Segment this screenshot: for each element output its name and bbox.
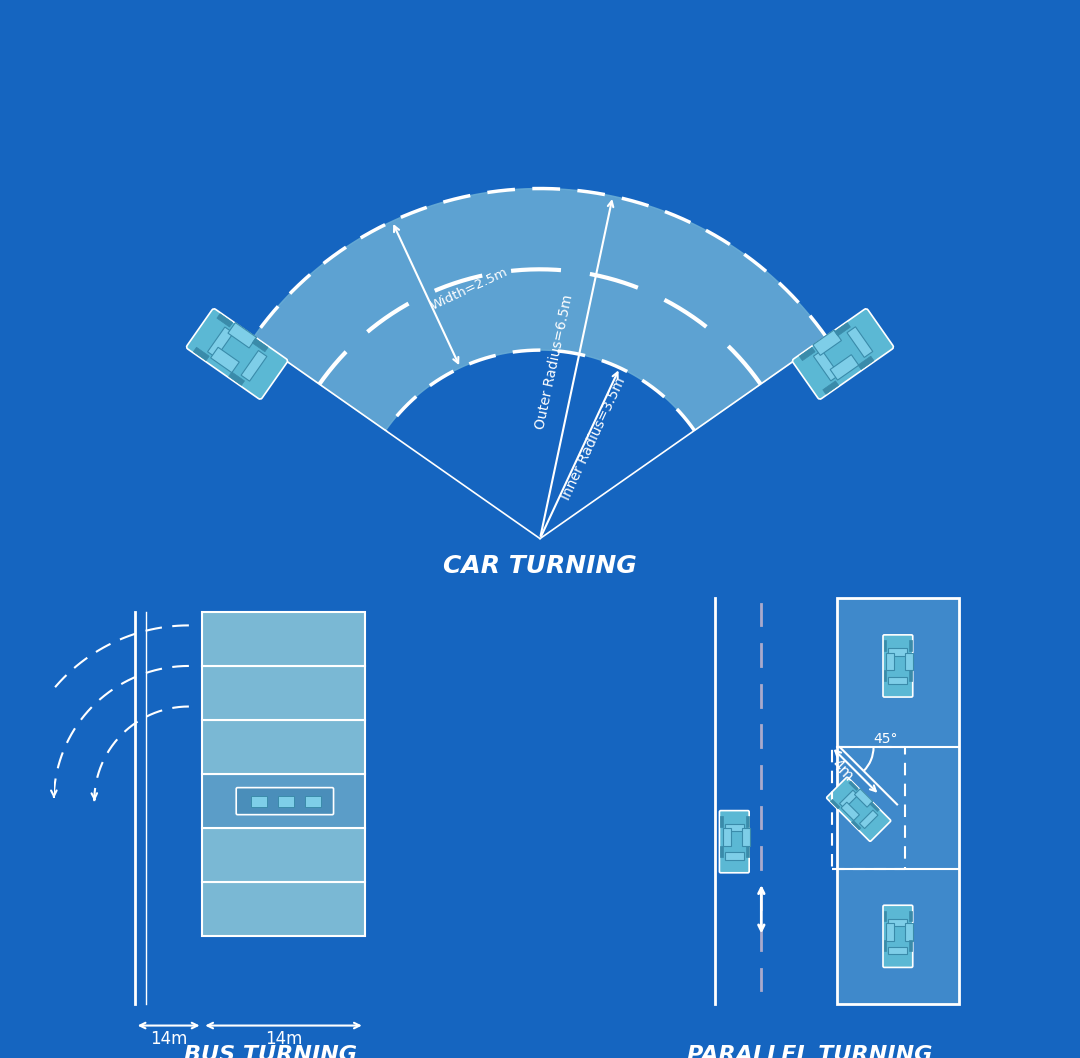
- Bar: [854, 789, 873, 807]
- Bar: [813, 350, 839, 381]
- Text: CAR TURNING: CAR TURNING: [443, 553, 637, 578]
- Bar: [831, 800, 840, 809]
- Text: Inner Radius=3.5m: Inner Radius=3.5m: [558, 376, 627, 503]
- Bar: [217, 314, 232, 327]
- FancyBboxPatch shape: [719, 810, 750, 873]
- Bar: [253, 339, 268, 351]
- Bar: [905, 923, 914, 941]
- Text: 45°: 45°: [874, 732, 897, 746]
- Polygon shape: [253, 188, 827, 431]
- Bar: [851, 820, 861, 829]
- Bar: [887, 653, 894, 671]
- Bar: [847, 327, 873, 358]
- Bar: [746, 845, 748, 857]
- Bar: [889, 649, 907, 656]
- Bar: [228, 323, 257, 348]
- Bar: [202, 882, 365, 936]
- Bar: [837, 599, 959, 1004]
- Bar: [837, 599, 959, 1004]
- Bar: [746, 816, 748, 827]
- Bar: [835, 323, 850, 336]
- Bar: [859, 357, 874, 369]
- Text: Width=2.5m: Width=2.5m: [429, 266, 510, 313]
- Bar: [909, 941, 913, 951]
- Text: 4m: 4m: [828, 756, 856, 785]
- Bar: [883, 941, 887, 951]
- Bar: [799, 347, 815, 361]
- Bar: [869, 802, 879, 811]
- Bar: [725, 853, 744, 859]
- Text: Outer Radius=6.5m: Outer Radius=6.5m: [534, 293, 576, 431]
- Bar: [909, 670, 913, 681]
- Text: BUS TURNING: BUS TURNING: [184, 1045, 356, 1058]
- Bar: [905, 653, 914, 671]
- Bar: [860, 810, 878, 828]
- FancyBboxPatch shape: [187, 309, 287, 399]
- Bar: [839, 790, 858, 808]
- Bar: [823, 381, 838, 395]
- FancyBboxPatch shape: [793, 309, 893, 399]
- Bar: [202, 774, 365, 828]
- Bar: [849, 781, 859, 790]
- Bar: [909, 640, 913, 651]
- FancyBboxPatch shape: [883, 635, 913, 697]
- Bar: [251, 796, 267, 806]
- FancyBboxPatch shape: [883, 906, 913, 967]
- Bar: [211, 347, 240, 372]
- Bar: [883, 670, 887, 681]
- Bar: [202, 720, 365, 774]
- Bar: [202, 612, 365, 665]
- FancyBboxPatch shape: [826, 778, 891, 841]
- Bar: [889, 677, 907, 683]
- Bar: [883, 640, 887, 651]
- Text: PARALLEL TURNING: PARALLEL TURNING: [687, 1045, 933, 1058]
- Bar: [720, 845, 723, 857]
- Bar: [725, 824, 744, 832]
- Bar: [207, 327, 233, 358]
- Bar: [279, 796, 295, 806]
- Bar: [720, 816, 723, 827]
- Bar: [883, 911, 887, 922]
- Bar: [813, 330, 841, 355]
- FancyBboxPatch shape: [237, 787, 334, 815]
- Bar: [723, 828, 731, 846]
- Text: 14m: 14m: [150, 1030, 187, 1048]
- Bar: [202, 665, 365, 720]
- Bar: [889, 947, 907, 954]
- Bar: [306, 796, 322, 806]
- Bar: [831, 354, 859, 380]
- Bar: [909, 911, 913, 922]
- Bar: [241, 350, 267, 381]
- Bar: [229, 372, 244, 385]
- Bar: [193, 347, 210, 361]
- Bar: [841, 802, 860, 821]
- Bar: [742, 828, 750, 846]
- Bar: [887, 923, 894, 941]
- Bar: [202, 828, 365, 882]
- Bar: [889, 918, 907, 926]
- Text: 14m: 14m: [265, 1030, 302, 1048]
